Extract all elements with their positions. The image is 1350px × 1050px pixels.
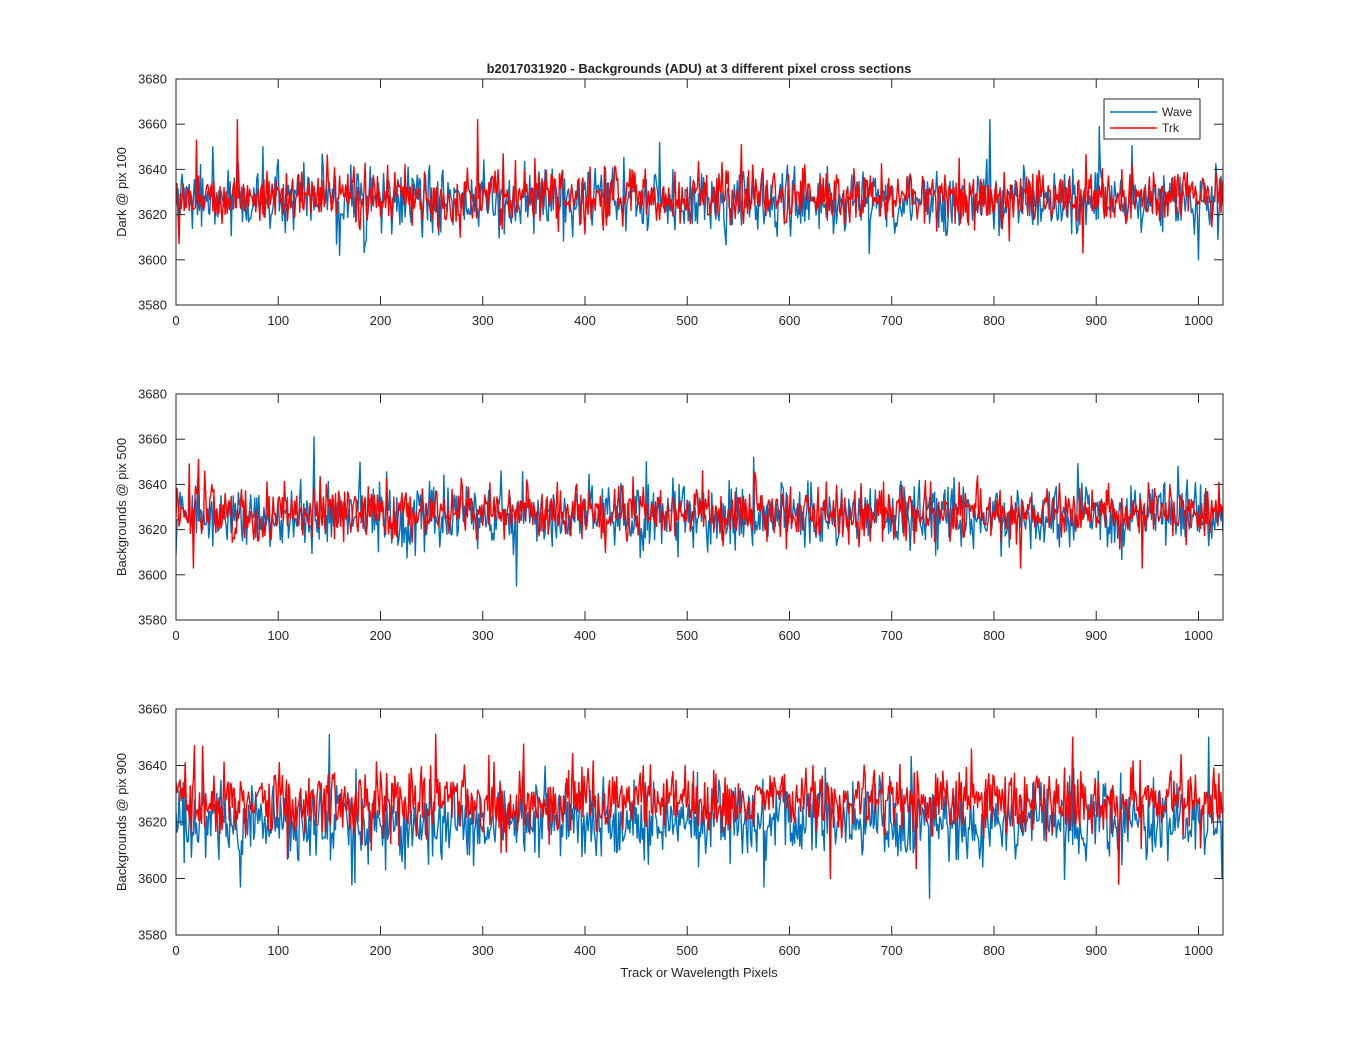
series-wave-line — [176, 118, 1223, 261]
x-tick-label: 500 — [676, 628, 698, 643]
x-tick-label: 0 — [172, 628, 179, 643]
y-tick-label: 3620 — [138, 207, 167, 222]
x-tick-label: 400 — [574, 313, 596, 328]
x-tick-label: 0 — [172, 313, 179, 328]
x-tick-label: 900 — [1085, 943, 1107, 958]
x-tick-label: 800 — [983, 628, 1005, 643]
x-tick-label: 0 — [172, 943, 179, 958]
x-tick-label: 700 — [881, 313, 903, 328]
x-tick-label: 500 — [676, 943, 698, 958]
subplot-1: 0 100 200 300 400 500 600 700 800 900 1000 3580 3600… — [114, 72, 1224, 328]
y-tick-label: 3580 — [138, 298, 167, 313]
x-tick-label: 100 — [267, 628, 289, 643]
x-tick-label: 100 — [267, 943, 289, 958]
chart-title: b2017031920 - Backgrounds (ADU) at 3 dif… — [487, 61, 912, 76]
series-trk-line — [176, 458, 1223, 569]
x-tick-label: 600 — [779, 943, 801, 958]
y-tick-label: 3680 — [138, 387, 167, 402]
y-tick-label: 3680 — [138, 72, 167, 87]
legend-box — [1103, 98, 1201, 140]
x-tick-label: 200 — [370, 628, 392, 643]
x-tick-label: 900 — [1085, 628, 1107, 643]
y-tick-label: 3580 — [138, 928, 167, 943]
x-tick-label: 1000 — [1184, 313, 1213, 328]
x-tick-label: 200 — [370, 313, 392, 328]
x-tick-label: 1000 — [1184, 943, 1213, 958]
x-tick-label: 800 — [983, 313, 1005, 328]
x-tick-label: 700 — [881, 628, 903, 643]
x-tick-label: 200 — [370, 943, 392, 958]
y-axis-label: Backgrounds @ pix 500 — [114, 438, 129, 576]
x-tick-label: 400 — [574, 943, 596, 958]
series-trk-line — [176, 118, 1223, 254]
legend-wave-label: Wave — [1162, 105, 1193, 119]
y-tick-label: 3640 — [138, 477, 167, 492]
x-tick-label: 500 — [676, 313, 698, 328]
x-axis-label: Track or Wavelength Pixels — [620, 965, 778, 980]
series-trk-line — [176, 733, 1223, 885]
y-tick-label: 3600 — [138, 567, 167, 582]
x-tick-label: 900 — [1085, 313, 1107, 328]
x-tick-label: 300 — [472, 943, 494, 958]
y-tick-label: 3580 — [138, 613, 167, 628]
y-tick-label: 3660 — [138, 432, 167, 447]
x-tick-label: 700 — [881, 943, 903, 958]
x-tick-label: 600 — [779, 313, 801, 328]
y-tick-label: 3660 — [138, 702, 167, 717]
y-tick-label: 3640 — [138, 162, 167, 177]
y-tick-label: 3600 — [138, 871, 167, 886]
subplot-2: 0 100 200 300 400 500 600 700 800 900 1000 3580 3600… — [114, 387, 1224, 643]
y-tick-label: 3640 — [138, 758, 167, 773]
y-axis-label: Dark @ pix 100 — [114, 147, 129, 237]
y-axis-label: Backgrounds @ pix 900 — [114, 753, 129, 891]
x-tick-label: 600 — [779, 628, 801, 643]
subplot-3: 0 100 200 300 400 500 600 700 800 900 1000 3580 3600… — [114, 702, 1224, 958]
x-tick-label: 400 — [574, 628, 596, 643]
y-tick-label: 3600 — [138, 252, 167, 267]
x-tick-label: 1000 — [1184, 628, 1213, 643]
axes-box — [175, 393, 1224, 621]
y-tick-label: 3660 — [138, 117, 167, 132]
x-tick-label: 300 — [472, 628, 494, 643]
axes-box — [175, 78, 1224, 306]
x-tick-label: 100 — [267, 313, 289, 328]
x-tick-label: 300 — [472, 313, 494, 328]
x-tick-label: 800 — [983, 943, 1005, 958]
y-tick-label: 3620 — [138, 815, 167, 830]
y-tick-label: 3620 — [138, 522, 167, 537]
legend-trk-label: Trk — [1162, 121, 1180, 135]
legend: Wave Trk — [1103, 98, 1201, 140]
